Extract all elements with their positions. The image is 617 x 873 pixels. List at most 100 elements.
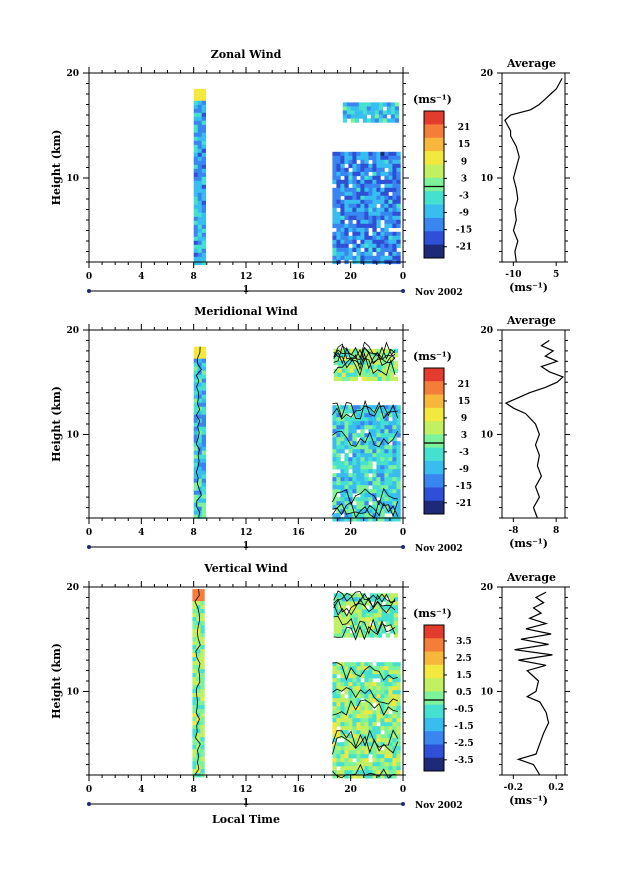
heatmap-cell bbox=[372, 243, 377, 249]
heatmap-cell bbox=[196, 665, 201, 670]
heatmap-cell bbox=[384, 714, 389, 719]
heatmap-cell bbox=[348, 187, 353, 193]
heatmap-cell bbox=[336, 167, 341, 173]
y-axis-label: Height (km) bbox=[50, 386, 63, 462]
heatmap-cell bbox=[360, 175, 365, 181]
heatmap-cell bbox=[348, 227, 353, 233]
heatmap-cell bbox=[396, 489, 401, 494]
heatmap-cell bbox=[356, 203, 361, 209]
heatmap-cell bbox=[192, 733, 197, 738]
heatmap-cell bbox=[362, 118, 368, 123]
heatmap-cell bbox=[374, 106, 380, 111]
average-profile-line bbox=[514, 591, 553, 776]
heatmap-cell bbox=[192, 753, 197, 758]
heatmap-cell bbox=[393, 629, 398, 634]
heatmap-cell bbox=[201, 184, 206, 190]
heatmap-cell bbox=[364, 489, 369, 494]
heatmap-cell bbox=[392, 762, 397, 767]
heatmap-cell bbox=[197, 136, 202, 142]
heatmap-cell bbox=[365, 617, 370, 622]
heatmap-cell bbox=[361, 601, 366, 606]
heatmap-cell bbox=[344, 738, 349, 743]
heatmap-cell bbox=[372, 155, 377, 161]
heatmap-cell bbox=[360, 730, 365, 735]
heatmap-cell bbox=[196, 661, 201, 666]
heatmap-cell bbox=[346, 106, 352, 111]
heatmap-cell bbox=[393, 625, 398, 630]
heatmap-cell bbox=[368, 477, 373, 482]
heatmap-cell bbox=[201, 414, 206, 419]
x-axis: 0 4 8 12 16 20 0 bbox=[86, 324, 406, 538]
heatmap-cell bbox=[201, 442, 206, 447]
heatmap-cell bbox=[197, 92, 202, 98]
heatmap-cell bbox=[340, 497, 345, 502]
heatmap-cell bbox=[200, 757, 205, 762]
heatmap-cell bbox=[348, 710, 353, 715]
heatmap-cell bbox=[384, 231, 389, 237]
heatmap-cell bbox=[360, 223, 365, 229]
heatmap-cell bbox=[392, 191, 397, 197]
colorbar-swatch bbox=[424, 678, 444, 692]
heatmap-cell bbox=[392, 195, 397, 201]
heatmap-cell bbox=[380, 493, 385, 498]
heatmap-cell bbox=[193, 358, 198, 363]
heatmap-cell bbox=[201, 160, 206, 166]
heatmap-cell bbox=[193, 220, 198, 226]
heatmap-cell bbox=[348, 449, 353, 454]
heatmap-cell bbox=[392, 465, 397, 470]
heatmap-cell bbox=[344, 497, 349, 502]
heatmap-cell bbox=[344, 686, 349, 691]
heatmap-cell bbox=[348, 742, 353, 747]
heatmap-cell bbox=[193, 418, 198, 423]
heatmap-cell bbox=[193, 148, 198, 154]
data-segment bbox=[192, 589, 205, 778]
heatmap-cell bbox=[332, 187, 337, 193]
heatmap-cell bbox=[396, 734, 401, 739]
heatmap-cell bbox=[337, 368, 342, 374]
colorbar-label: 9 bbox=[461, 157, 467, 167]
heatmap-cell bbox=[365, 625, 370, 630]
heatmap-cell bbox=[376, 247, 381, 253]
heatmap-cell bbox=[396, 207, 401, 213]
heatmap-cell bbox=[201, 240, 206, 246]
heatmap-cell bbox=[345, 613, 350, 618]
heatmap-cell bbox=[376, 171, 381, 177]
heatmap-cell bbox=[376, 485, 381, 490]
heatmap-cell bbox=[352, 774, 357, 779]
heatmap-cell bbox=[352, 690, 357, 695]
heatmap-cell bbox=[337, 360, 342, 366]
heatmap-cell bbox=[193, 212, 198, 218]
heatmap-cell bbox=[200, 625, 205, 630]
heatmap-cell bbox=[332, 171, 337, 177]
heatmap-cell bbox=[369, 629, 374, 634]
heatmap-cell bbox=[360, 183, 365, 189]
heatmap-cell bbox=[193, 216, 198, 222]
heatmap-cell bbox=[340, 742, 345, 747]
heatmap-cell bbox=[365, 613, 370, 618]
heatmap-cell bbox=[388, 726, 393, 731]
heatmap-cell bbox=[365, 372, 370, 378]
heatmap-cell bbox=[352, 465, 357, 470]
heatmap-cell bbox=[364, 698, 369, 703]
heatmap-cell bbox=[348, 750, 353, 755]
heatmap-cell bbox=[368, 509, 373, 514]
heatmap-cell bbox=[193, 180, 198, 186]
heatmap-cell bbox=[380, 227, 385, 233]
heatmap-cell bbox=[344, 513, 349, 518]
heatmap-cell bbox=[388, 489, 393, 494]
heatmap-cell bbox=[350, 110, 356, 115]
heatmap-cell bbox=[384, 710, 389, 715]
heatmap-cell bbox=[344, 235, 349, 241]
heatmap-cell bbox=[388, 754, 393, 759]
heatmap-cell bbox=[384, 429, 389, 434]
heatmap-cell bbox=[352, 517, 357, 522]
heatmap-cell bbox=[388, 686, 393, 691]
heatmap-cell bbox=[360, 461, 365, 466]
heatmap-cell bbox=[336, 445, 341, 450]
heatmap-cell bbox=[364, 678, 369, 683]
heatmap-cell bbox=[381, 617, 386, 622]
heatmap-cell bbox=[384, 453, 389, 458]
heatmap-cell bbox=[344, 481, 349, 486]
heatmap-cell bbox=[344, 766, 349, 771]
heatmap-cell bbox=[384, 255, 389, 261]
